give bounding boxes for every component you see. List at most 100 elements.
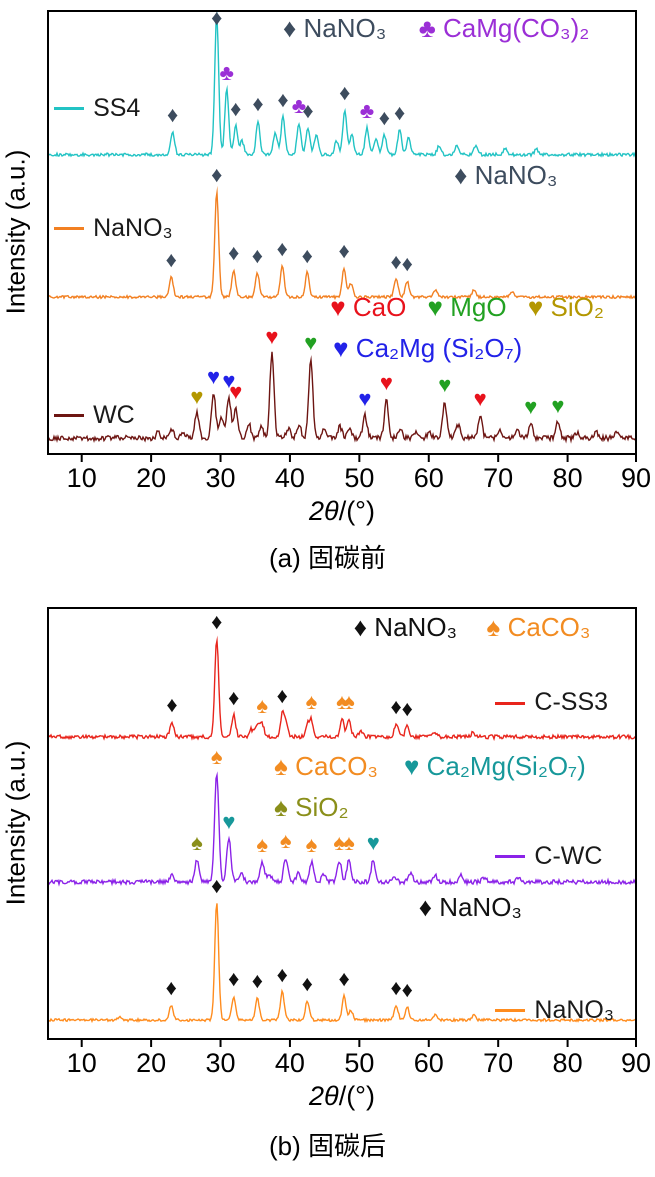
peak-marker-icon: ♥ bbox=[207, 363, 221, 389]
legend-symbol-icon: ♦ bbox=[353, 612, 368, 643]
legend-symbol-icon: ♦ bbox=[283, 13, 297, 44]
x-tick-label: 20 bbox=[136, 463, 167, 493]
legend-symbol-icon: ♥ bbox=[527, 291, 544, 322]
peak-marker-icon: ♦ bbox=[276, 235, 288, 261]
x-tick-label: 10 bbox=[66, 1048, 97, 1078]
peak-marker-icon: ♠ bbox=[256, 693, 269, 719]
peak-marker-icon: ♦ bbox=[252, 91, 264, 117]
legend-label: NaNO₃ bbox=[431, 891, 523, 922]
trace-name: C-SS3 bbox=[534, 688, 609, 717]
legend-item: ♠ CaCO₃ bbox=[487, 613, 591, 642]
peak-marker-icon: ♠ bbox=[305, 832, 318, 858]
x-tick-label: 30 bbox=[205, 463, 236, 493]
trace-line-swatch bbox=[54, 226, 85, 230]
peak-marker-icon: ♥ bbox=[358, 385, 372, 411]
x-tick-label: 80 bbox=[552, 1048, 583, 1078]
peak-marker-icon: ♥ bbox=[190, 383, 204, 409]
legend-label: SiO₂ bbox=[543, 291, 604, 322]
peak-marker-icon: ♦ bbox=[228, 685, 240, 711]
legend-item: ♠ CaCO₃ bbox=[274, 752, 378, 781]
legend-label: MgO bbox=[442, 291, 507, 322]
x-tick-label: 70 bbox=[483, 463, 514, 493]
peak-marker-icon: ♥ bbox=[222, 808, 236, 834]
x-tick-label: 70 bbox=[483, 1048, 514, 1078]
trace-label: WC bbox=[54, 400, 135, 430]
legend-item: ♦ NaNO₃ bbox=[418, 891, 523, 922]
x-tick-label: 50 bbox=[344, 1048, 375, 1078]
peak-marker-icon: ♦ bbox=[276, 682, 288, 708]
peak-marker-icon: ♥ bbox=[222, 367, 236, 393]
trace-line-swatch bbox=[495, 855, 526, 859]
peak-marker-icon: ♦ bbox=[378, 104, 390, 130]
peak-marker-icon: ♥ bbox=[473, 385, 487, 411]
x-tick-label: 30 bbox=[205, 1048, 236, 1078]
legend-symbol-icon: ♦ bbox=[418, 891, 432, 922]
plot-area-b: 10 20 30 40 50 60 70 80 90 ♦ ♦ ♦ ♠ ♦ ♠ ♠ ♠ ♦ ♦ ♠ ♠ ♥ ♠ ♠ ♠ ♠ ♠ ♥ ♦ ♦ ♦… bbox=[47, 607, 651, 1077]
peak-marker-icon: ♦ bbox=[302, 97, 314, 123]
peak-marker-icon: ♥ bbox=[524, 393, 538, 419]
trace-label: C-WC bbox=[495, 841, 603, 871]
panel-a-before-carbonation: Intensity (a.u.) 10 20 30 40 50 60 70 80 90 ♦ ♦ ♣ ♦ ♦… bbox=[0, 5, 652, 574]
trace-line-swatch bbox=[495, 701, 526, 705]
x-tick-label: 10 bbox=[66, 463, 97, 493]
x-tick-label: 90 bbox=[620, 1048, 652, 1078]
legend-item: ♥ Ca₂Mg(Si₂O₇) bbox=[404, 752, 586, 781]
peak-marker-icon: ♦ bbox=[401, 251, 413, 277]
peak-marker-icon: ♦ bbox=[230, 95, 242, 121]
legend-symbol-icon: ♥ bbox=[403, 751, 420, 782]
trace-name: NaNO₃ bbox=[93, 213, 173, 242]
legend-label: CaCO₃ bbox=[287, 751, 379, 782]
peak-marker-icon: ♠ bbox=[305, 689, 318, 715]
x-tick-label: 40 bbox=[274, 1048, 305, 1078]
x-tick-label: 20 bbox=[136, 1048, 167, 1078]
legend-symbol-icon: ♥ bbox=[427, 291, 443, 322]
x-axis-title-units: /(°) bbox=[338, 1081, 375, 1111]
x-tick-label: 40 bbox=[274, 463, 305, 493]
y-axis-label: Intensity (a.u.) bbox=[0, 149, 31, 315]
peak-marker-icon: ♦ bbox=[338, 238, 350, 264]
legend-label: Ca₂Mg (Si₂O₇) bbox=[348, 332, 523, 363]
peak-marker-icon: ♥ bbox=[304, 330, 318, 356]
peak-marker-icon: ♦ bbox=[165, 974, 177, 1000]
peak-marker-icon: ♥ bbox=[379, 370, 393, 396]
legend-label: CaCO₃ bbox=[500, 612, 591, 643]
peak-marker-icon: ♦ bbox=[166, 691, 178, 717]
plot-area-a: 10 20 30 40 50 60 70 80 90 ♦ ♦ ♣ ♦ ♦ ♦ ♣ ♦ ♦ ♣ ♦ ♦ ♦ ♦ ♦ ♦ ♦ ♦ ♦ ♦ ♦ ♥… bbox=[47, 5, 651, 492]
x-tick-label: 80 bbox=[552, 463, 583, 493]
peak-marker-icon: ♦ bbox=[165, 247, 177, 272]
trace-label: C-SS3 bbox=[495, 689, 608, 717]
peak-marker-icon: ♥ bbox=[229, 379, 243, 404]
xrd-plot-canvas-b bbox=[47, 607, 637, 1054]
peak-marker-icon: ♠ bbox=[279, 828, 292, 854]
peak-marker-icon: ♦ bbox=[211, 5, 223, 30]
x-axis-title-units: /(°) bbox=[338, 496, 375, 526]
legend-item: ♦ NaNO₃ bbox=[454, 161, 557, 190]
trace-label: NaNO₃ bbox=[54, 213, 173, 243]
peak-marker-icon: ♣ bbox=[291, 93, 307, 119]
xrd-plot-canvas-a bbox=[47, 10, 637, 469]
x-axis-title: 2θ/(°) bbox=[47, 1081, 637, 1112]
legend-symbol-icon: ♥ bbox=[333, 332, 349, 363]
legend-label: CaO bbox=[345, 291, 407, 322]
trace-name: WC bbox=[93, 400, 135, 429]
trace-label: NaNO₃ bbox=[495, 995, 615, 1025]
trace-name: C-WC bbox=[534, 841, 603, 870]
legend-symbol-icon: ♥ bbox=[330, 291, 346, 322]
panel-b-after-carbonation: Intensity (a.u.) 10 20 30 40 50 60 70 80 90 ♦ ♦ ♦ ♠ ♦… bbox=[0, 590, 655, 1177]
y-axis-label: Intensity (a.u.) bbox=[0, 740, 31, 906]
legend-label: NaNO₃ bbox=[367, 612, 458, 643]
peak-marker-icon: ♠ bbox=[343, 830, 355, 856]
peak-marker-icon: ♥ bbox=[438, 372, 452, 398]
peak-marker-icon: ♣ bbox=[359, 97, 375, 123]
x-tick-label: 50 bbox=[344, 463, 375, 493]
peak-marker-icon: ♠ bbox=[210, 743, 223, 769]
legend-label: SiO₂ bbox=[287, 792, 349, 823]
legend-item: ♣ CaMg(CO₃)₂ bbox=[419, 14, 590, 43]
legend-item: ♥ SiO₂ bbox=[527, 291, 604, 322]
trace-line-swatch bbox=[54, 413, 85, 417]
trace-name: NaNO₃ bbox=[534, 995, 615, 1024]
x-axis-title-symbol: 2θ bbox=[309, 496, 339, 526]
peak-marker-icon: ♦ bbox=[211, 609, 223, 635]
panel-b-caption: (b) 固碳后 bbox=[268, 1131, 386, 1161]
